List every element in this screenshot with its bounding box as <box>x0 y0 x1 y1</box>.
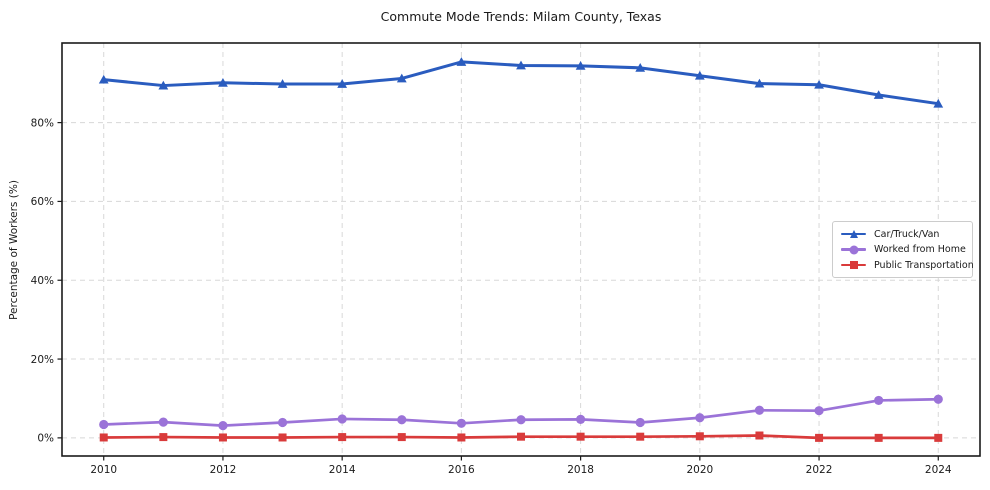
data-point-square <box>159 433 168 442</box>
legend-sample-line-triangle <box>841 229 866 240</box>
x-tick-label: 2022 <box>806 464 833 476</box>
data-point-triangle <box>158 80 169 90</box>
data-point-triangle <box>337 79 348 88</box>
x-tick-label: 2018 <box>567 464 594 476</box>
data-point-triangle <box>98 74 109 84</box>
data-point-triangle <box>873 90 884 99</box>
data-point-circle <box>277 417 288 428</box>
data-point-square <box>218 433 227 442</box>
data-point-circle <box>218 421 228 431</box>
data-point-triangle <box>516 60 526 70</box>
data-point-square <box>397 433 406 442</box>
data-point-circle <box>933 394 943 404</box>
data-point-square <box>99 433 108 442</box>
y-tick-label: 80% <box>31 117 54 129</box>
data-point-triangle <box>277 79 288 88</box>
data-point-triangle <box>754 78 765 88</box>
legend-sample-line-circle <box>841 244 866 255</box>
data-point-square <box>576 432 585 441</box>
data-point-square <box>338 433 347 442</box>
data-point-triangle <box>814 79 824 89</box>
data-point-circle <box>695 413 705 423</box>
data-point-circle <box>456 418 466 428</box>
data-point-square <box>874 433 883 442</box>
data-point-triangle <box>694 70 705 80</box>
data-point-square <box>695 432 704 441</box>
data-point-circle <box>158 417 168 427</box>
data-point-square <box>517 432 525 441</box>
data-point-triangle <box>635 63 646 72</box>
legend-sample-line-square <box>841 260 866 271</box>
data-point-triangle <box>396 73 407 83</box>
x-tick-label: 2012 <box>210 464 237 476</box>
data-point-square <box>934 433 943 442</box>
data-point-circle <box>814 406 824 416</box>
data-point-square <box>815 433 824 442</box>
data-point-circle <box>397 415 407 425</box>
x-tick-label: 2024 <box>925 464 952 476</box>
data-point-triangle <box>933 98 944 108</box>
data-point-triangle <box>575 61 586 70</box>
y-tick-label: 20% <box>31 354 54 366</box>
y-tick-label: 40% <box>31 275 54 287</box>
data-point-square <box>755 431 764 440</box>
data-point-square <box>636 432 645 441</box>
data-point-circle <box>754 405 765 415</box>
data-point-circle <box>635 417 645 428</box>
data-point-circle <box>874 395 884 406</box>
x-tick-label: 2010 <box>90 464 117 476</box>
legend-label: Car/Truck/Van <box>874 228 940 240</box>
data-point-circle <box>576 414 586 424</box>
data-point-circle <box>337 414 347 424</box>
data-point-triangle <box>456 57 467 66</box>
legend-item-worked-from-home: Worked from Home <box>841 244 966 256</box>
data-point-triangle <box>218 78 228 87</box>
data-point-square <box>457 433 466 442</box>
data-point-circle <box>516 415 526 425</box>
chart-title: Commute Mode Trends: Milam County, Texas <box>380 9 662 24</box>
legend-label: Worked from Home <box>874 244 966 255</box>
legend-item-public-transportation: Public Transportation <box>841 259 974 271</box>
data-point-circle <box>99 419 109 430</box>
x-tick-label: 2014 <box>329 464 356 476</box>
data-point-square <box>278 433 287 442</box>
legend-item-car-truck-van: Car/Truck/Van <box>841 228 964 240</box>
x-tick-label: 2016 <box>448 464 475 476</box>
x-tick-label: 2020 <box>686 464 713 476</box>
y-tick-label: 0% <box>37 433 54 445</box>
y-tick-label: 60% <box>31 196 54 208</box>
legend: Car/Truck/Van Worked from Home Public Tr… <box>832 221 974 278</box>
plot-frame <box>61 42 981 457</box>
legend-label: Public Transportation <box>874 259 974 271</box>
